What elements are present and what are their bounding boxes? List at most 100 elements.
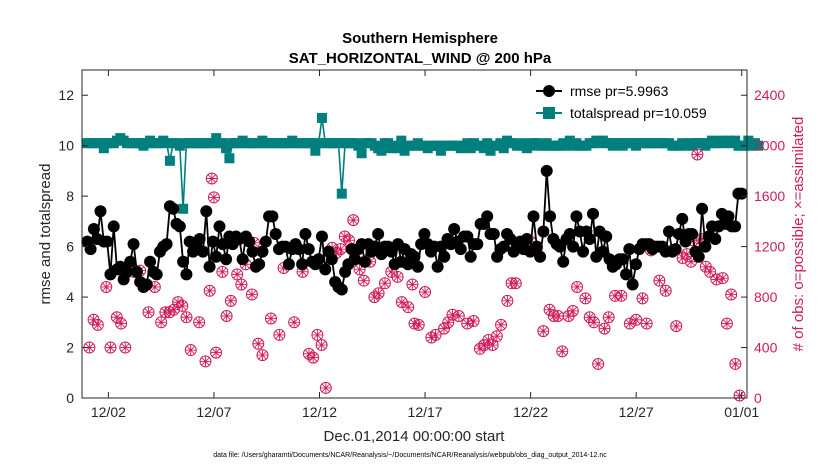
obs-count-point	[273, 328, 286, 341]
totalspread-point	[313, 138, 324, 149]
obs-assimilated-marker	[288, 316, 300, 328]
rmse-point	[173, 220, 186, 233]
obs-assimilated-marker	[637, 292, 648, 304]
y-axis-label: rmse and totalspread	[37, 164, 54, 305]
obs-assimilated-marker	[193, 316, 205, 328]
rmse-point	[101, 235, 114, 248]
rmse-point	[663, 225, 676, 238]
obs-assimilated-marker	[603, 311, 615, 323]
rmse-point	[107, 220, 120, 233]
y-tick-label: 10	[58, 138, 74, 154]
obs-assimilated-marker	[584, 311, 596, 323]
obs-assimilated-marker	[343, 234, 355, 246]
obs-assimilated-marker	[379, 277, 391, 289]
obs-assimilated-marker	[354, 263, 366, 275]
totalspread-point	[310, 145, 321, 156]
obs-count-point	[245, 288, 258, 301]
obs-assimilated-marker	[609, 290, 621, 302]
obs-count-point	[602, 311, 615, 324]
rmse-point	[623, 243, 636, 256]
y2-tick-label: 800	[754, 289, 778, 305]
obs-count-point	[155, 316, 168, 329]
totalspread-point	[482, 138, 493, 149]
obs-count-point	[319, 381, 332, 394]
obs-assimilated-marker	[461, 318, 473, 330]
obs-assimilated-marker	[316, 339, 328, 351]
obs-assimilated-marker	[571, 281, 583, 293]
obs-count-point	[205, 172, 218, 185]
obs-count-point	[495, 318, 508, 331]
totalspread-point	[432, 140, 443, 151]
rmse-point	[534, 250, 547, 263]
rmse-point	[431, 260, 444, 273]
obs-assimilated-marker	[478, 339, 490, 351]
rmse-point	[570, 210, 583, 223]
obs-assimilated-marker	[442, 316, 454, 328]
obs-assimilated-marker	[447, 309, 458, 321]
obs-assimilated-marker	[537, 325, 549, 337]
rmse-point	[481, 210, 494, 223]
rmse-point	[692, 250, 705, 263]
plot-frame	[81, 69, 748, 399]
obs-assimilated-marker	[216, 266, 228, 278]
y-tick-label: 8	[66, 188, 74, 204]
obs-count-point	[509, 277, 522, 290]
rmse-point	[94, 205, 107, 218]
obs-assimilated-marker	[204, 285, 216, 297]
obs-count-point	[556, 345, 569, 358]
obs-assimilated-marker	[495, 319, 507, 331]
obs-count-point	[716, 272, 729, 285]
rmse-point	[87, 222, 100, 235]
x-tick-label: 12/12	[302, 404, 337, 420]
rmse-point	[438, 250, 451, 263]
obs-count-point	[598, 322, 611, 335]
obs-assimilated-marker	[373, 287, 385, 299]
y-axis-right: 0 400 800 1200 1600 2000 2400	[741, 87, 785, 406]
obs-count-point	[467, 315, 480, 328]
obs-assimilated-marker	[501, 295, 513, 307]
obs-assimilated-marker	[396, 296, 408, 308]
totalspread-point	[498, 143, 509, 154]
x-axis: 12/02 12/07 12/12 12/17 12/22 12/27 01/01	[91, 70, 759, 420]
obs-count-point	[691, 148, 704, 161]
obs-assimilated-marker	[168, 304, 180, 316]
legend-rmse-label: rmse pr=5.9963	[570, 83, 669, 99]
obs-assimilated-marker	[592, 358, 604, 370]
rmse-point	[269, 228, 282, 240]
obs-assimilated-marker	[402, 301, 414, 313]
rmse-point	[160, 238, 173, 251]
obs-assimilated-marker	[556, 345, 568, 357]
totalspread-point	[336, 188, 347, 199]
x-tick-label: 12/07	[196, 404, 231, 420]
obs-count-point	[501, 294, 514, 307]
obs-assimilated-marker	[119, 342, 131, 354]
rmse-point	[120, 265, 133, 278]
y-tick-label: 0	[66, 390, 74, 406]
rmse-point	[626, 278, 639, 291]
obs-assimilated-marker	[83, 342, 95, 354]
rmse-point	[669, 243, 682, 256]
y-axis-left: 0 2 4 6 8 10 12	[58, 87, 88, 406]
rmse-point	[577, 245, 590, 258]
obs-count-point	[391, 270, 404, 283]
obs-count-point	[670, 320, 683, 333]
totalspread-point	[462, 138, 473, 149]
rmse-point	[180, 268, 193, 281]
totalspread-point	[396, 135, 407, 146]
rmse-point	[408, 250, 421, 263]
obs-count-point	[640, 317, 653, 330]
rmse-point	[312, 253, 325, 266]
rmse-point	[220, 253, 233, 266]
chart-title-line2: SAT_HORIZONTAL_WIND @ 200 hPa	[289, 50, 552, 67]
obs-count-point	[653, 274, 666, 287]
obs-count-point	[412, 318, 425, 331]
y2-axis-label: # of obs: o=possible; ×=assimilated	[790, 117, 807, 352]
rmse-point	[299, 228, 312, 240]
totalspread-point	[518, 138, 529, 149]
obs-assimilated-marker	[721, 318, 733, 330]
rmse-point	[620, 268, 633, 281]
obs-count-point	[167, 303, 180, 316]
obs-count-point	[725, 288, 738, 301]
legend-box	[530, 78, 740, 124]
